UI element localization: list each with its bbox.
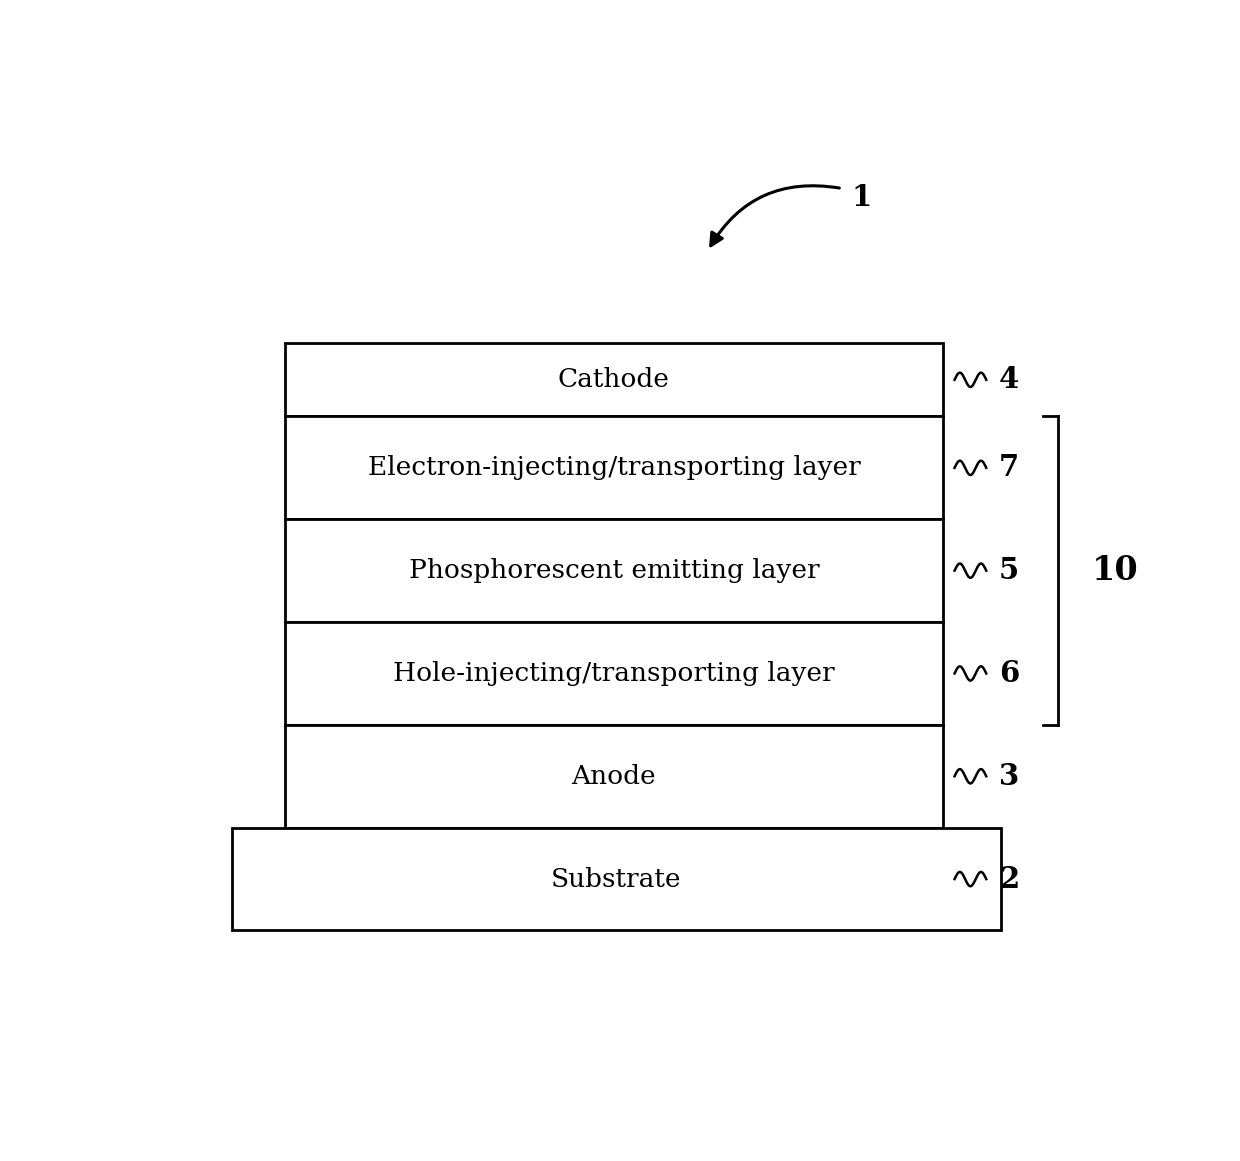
- Text: 7: 7: [998, 453, 1019, 482]
- Text: Cathode: Cathode: [558, 367, 670, 392]
- Text: Electron-injecting/transporting layer: Electron-injecting/transporting layer: [367, 455, 861, 481]
- Text: Hole-injecting/transporting layer: Hole-injecting/transporting layer: [393, 661, 835, 686]
- Bar: [232, 828, 1001, 930]
- Bar: [285, 344, 944, 417]
- Text: 10: 10: [1092, 554, 1138, 587]
- Text: Phosphorescent emitting layer: Phosphorescent emitting layer: [408, 558, 820, 583]
- Text: 1: 1: [851, 183, 872, 212]
- Text: Substrate: Substrate: [551, 866, 682, 892]
- Bar: [285, 519, 944, 622]
- Bar: [285, 622, 944, 724]
- Text: 5: 5: [998, 556, 1019, 585]
- Text: 4: 4: [998, 366, 1019, 395]
- Bar: [285, 417, 944, 519]
- Bar: [285, 724, 944, 828]
- Text: 6: 6: [998, 659, 1019, 688]
- Text: Anode: Anode: [572, 764, 656, 788]
- Text: 2: 2: [998, 865, 1019, 894]
- Text: 3: 3: [998, 762, 1019, 791]
